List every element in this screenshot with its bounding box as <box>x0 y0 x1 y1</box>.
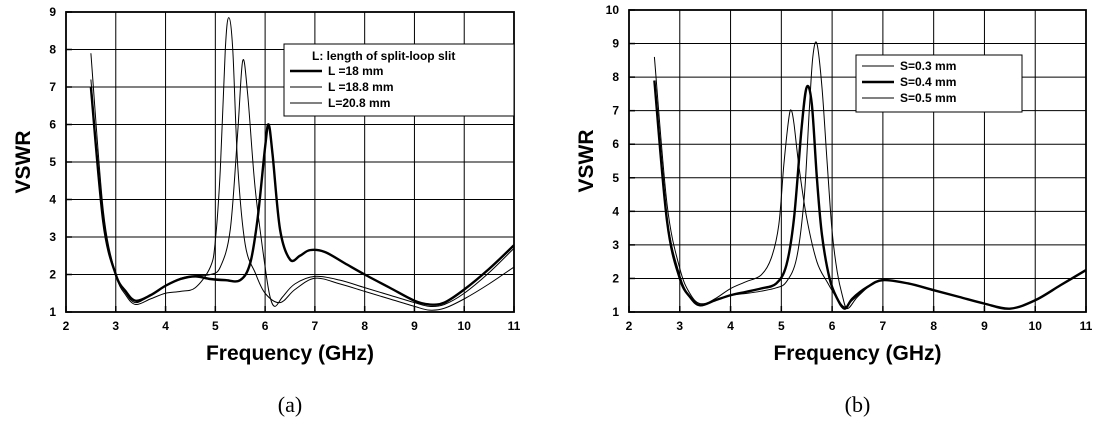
x-tick-label: 11 <box>1080 319 1093 333</box>
plot-frame <box>628 9 1087 313</box>
x-tick-label: 7 <box>312 319 319 333</box>
x-tick-label: 3 <box>676 319 683 333</box>
y-tick-label: 9 <box>612 37 619 51</box>
series-line-1 <box>89 86 514 306</box>
y-tick-label: 9 <box>49 5 56 19</box>
legend-label-1: L =18 mm <box>328 64 383 78</box>
series-line-1 <box>653 83 1086 310</box>
legend-box <box>855 54 1023 113</box>
x-tick-label: 4 <box>162 319 169 333</box>
series-line-3 <box>653 41 1086 310</box>
y-tick-label: 8 <box>612 70 619 84</box>
series-line-2 <box>90 59 514 308</box>
x-tick-label: 2 <box>63 319 70 333</box>
x-tick-label: 6 <box>829 319 836 333</box>
legend-label-3: S=0.5 mm <box>900 91 956 105</box>
legend: S=0.3 mm S=0.4 mm S=0.5 mm <box>855 54 1023 113</box>
y-tick-label: 1 <box>612 305 619 319</box>
x-tick-label: 10 <box>458 319 472 333</box>
y-tick-label: 5 <box>49 155 56 169</box>
y-axis-label: VSWR <box>575 130 598 193</box>
panel-caption: (b) <box>845 392 871 417</box>
series-line-2 <box>653 80 1086 310</box>
y-tick-label: 1 <box>49 305 56 319</box>
legend-label-1: S=0.3 mm <box>900 59 956 73</box>
x-tick-label: 2 <box>626 319 633 333</box>
x-tick-label: 9 <box>411 319 418 333</box>
y-tick-label: 2 <box>49 268 56 282</box>
y-tick-label: 6 <box>49 118 56 132</box>
x-tick-label: 10 <box>1029 319 1043 333</box>
legend-title: L: length of split-loop slit <box>312 49 455 63</box>
y-tick-label: 4 <box>49 193 56 207</box>
y-axis-label: VSWR <box>12 131 35 194</box>
y-tick-label: 2 <box>612 271 619 285</box>
series-line-3 <box>90 17 514 311</box>
x-tick-label: 11 <box>508 319 521 333</box>
y-tick-label: 4 <box>612 204 619 218</box>
x-tick-label: 4 <box>727 319 734 333</box>
legend-box <box>283 43 515 117</box>
y-tick-label: 8 <box>49 43 56 57</box>
legend-label-3: L=20.8 mm <box>328 96 390 110</box>
panel-caption: (a) <box>278 392 302 417</box>
x-tick-label: 6 <box>262 319 269 333</box>
x-tick-label: 5 <box>778 319 785 333</box>
y-tick-label: 3 <box>612 238 619 252</box>
legend-label-2: S=0.4 mm <box>900 75 956 89</box>
y-tick-label: 7 <box>49 80 56 94</box>
y-tick-label: 3 <box>49 230 56 244</box>
legend-label-2: L =18.8 mm <box>328 80 393 94</box>
x-tick-label: 5 <box>212 319 219 333</box>
x-tick-label: 7 <box>880 319 887 333</box>
x-axis-label: Frequency (GHz) <box>773 342 941 365</box>
plot-frame <box>65 11 515 313</box>
x-tick-label: 8 <box>361 319 368 333</box>
y-tick-label: 10 <box>606 3 620 17</box>
x-tick-label: 3 <box>112 319 119 333</box>
x-tick-label: 9 <box>981 319 988 333</box>
x-tick-label: 8 <box>930 319 937 333</box>
y-tick-label: 5 <box>612 171 619 185</box>
x-axis-label: Frequency (GHz) <box>206 342 374 365</box>
y-tick-label: 7 <box>612 104 619 118</box>
y-tick-label: 6 <box>612 137 619 151</box>
